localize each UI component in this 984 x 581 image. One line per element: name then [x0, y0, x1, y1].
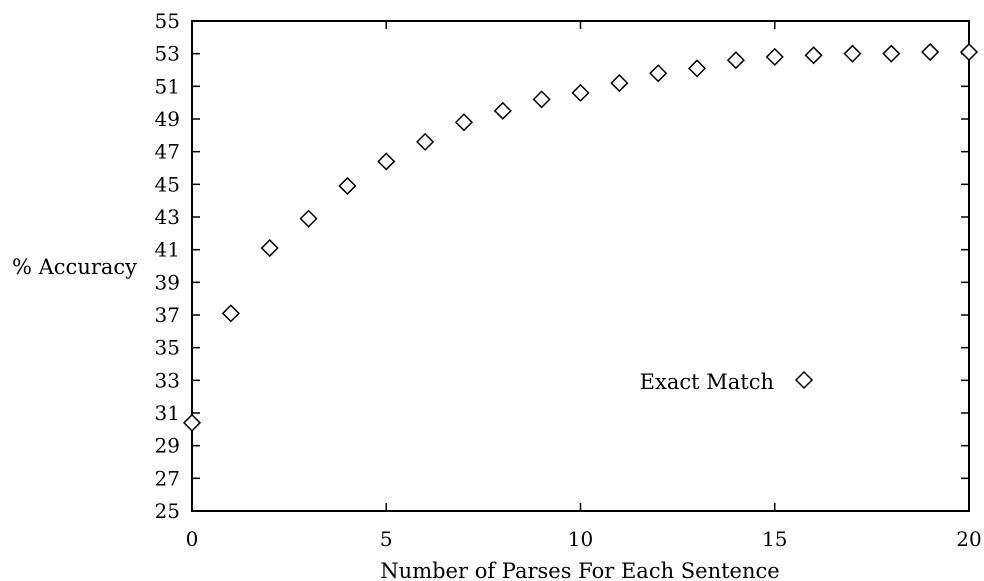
axis-ticks [191, 20, 970, 512]
data-point [959, 42, 979, 62]
y-tick-label: 37 [155, 303, 180, 327]
x-tick-label: 5 [380, 527, 393, 551]
y-tick-label: 27 [155, 466, 180, 490]
y-tick-label: 49 [155, 107, 180, 131]
data-point [493, 101, 512, 120]
y-tick-label: 43 [155, 205, 180, 229]
data-point [687, 59, 707, 78]
y-tick-label: 53 [155, 42, 180, 66]
legend: Exact Match [640, 370, 814, 394]
data-point [843, 44, 862, 63]
data-point [765, 47, 784, 66]
y-tick-label: 31 [155, 401, 180, 425]
x-tick-label: 15 [762, 527, 787, 551]
data-point [532, 90, 551, 109]
data-point [416, 132, 435, 151]
data-point [454, 113, 474, 132]
data-point [377, 152, 396, 171]
y-tick-label: 33 [155, 368, 180, 392]
data-point [649, 64, 668, 83]
y-tick-label: 51 [155, 74, 180, 98]
y-axis-label: % Accuracy [12, 255, 137, 279]
y-tick-label: 45 [155, 172, 180, 196]
y-tick-label: 39 [155, 270, 180, 294]
data-point [338, 176, 357, 196]
data-point [726, 51, 745, 70]
data-point [882, 44, 901, 63]
x-tick-label: 20 [956, 527, 981, 551]
data-points [182, 42, 979, 432]
y-tick-label: 55 [155, 9, 180, 33]
data-point [571, 83, 590, 102]
y-tick-label: 41 [155, 238, 180, 262]
legend-label: Exact Match [640, 370, 774, 394]
data-point [921, 42, 940, 62]
x-tick-label: 0 [186, 527, 199, 551]
data-point [804, 46, 823, 65]
tick-labels: 25 27 29 31 33 35 37 39 41 43 45 47 49 51 53 55 0 5 10 15 20 [155, 9, 982, 551]
data-point [610, 74, 629, 93]
data-point [221, 304, 240, 323]
y-tick-label: 35 [155, 336, 180, 360]
legend-marker [794, 370, 814, 390]
data-point [260, 238, 279, 258]
data-point [182, 413, 202, 432]
y-tick-label: 47 [155, 140, 180, 164]
y-tick-label: 29 [155, 434, 180, 458]
data-point [299, 209, 318, 228]
y-tick-label: 25 [155, 499, 180, 523]
x-axis-label: Number of Parses For Each Sentence [380, 559, 779, 581]
x-tick-label: 10 [568, 527, 593, 551]
